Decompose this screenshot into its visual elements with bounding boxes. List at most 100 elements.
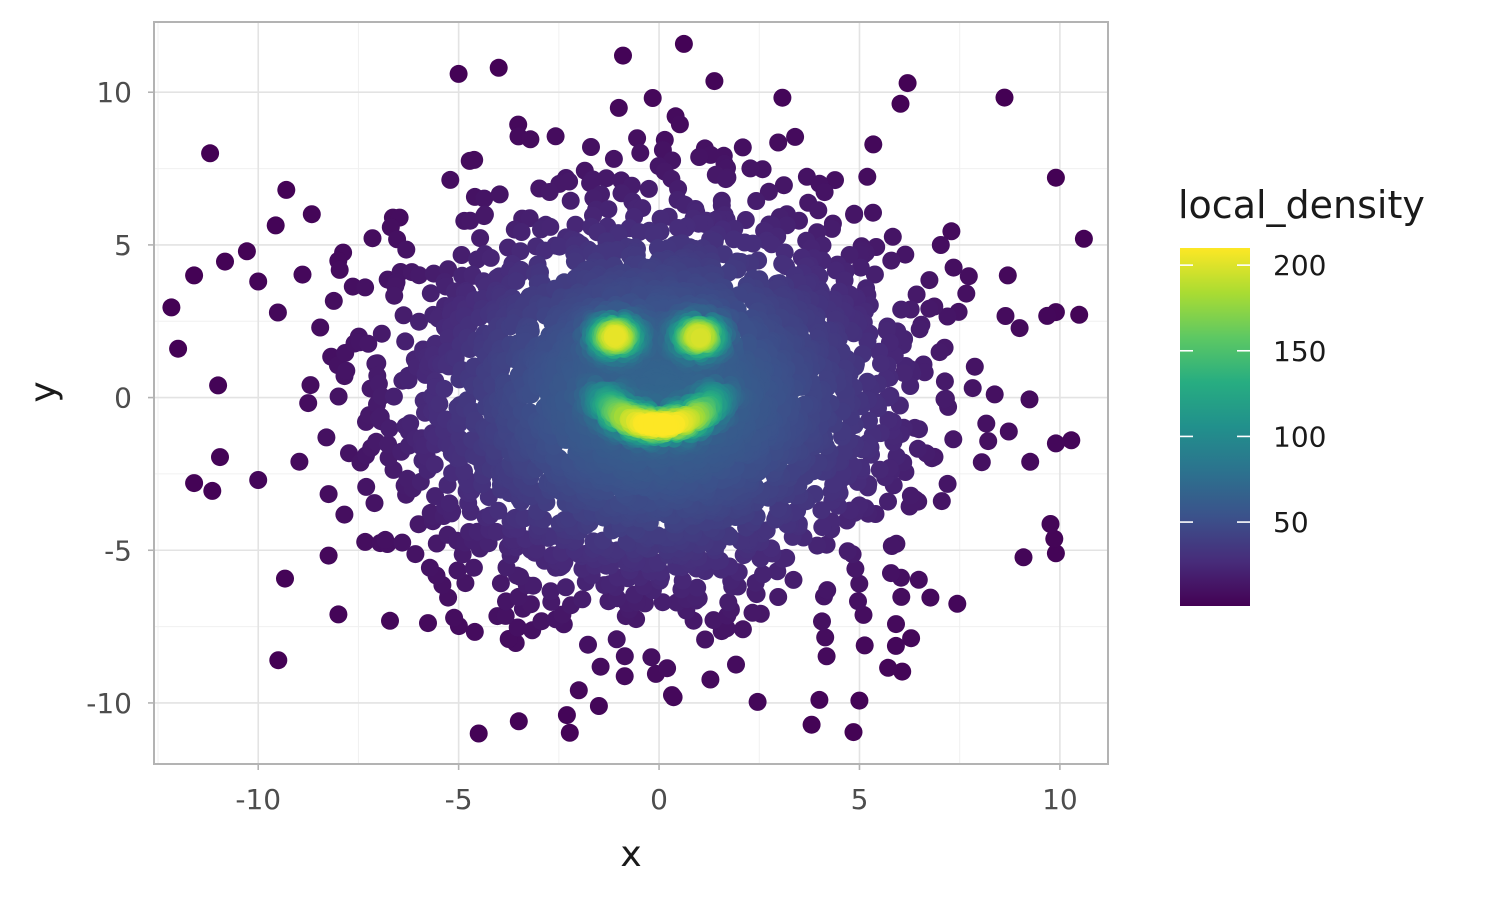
data-point (365, 494, 384, 513)
data-point (898, 74, 917, 93)
data-point (651, 209, 670, 228)
data-point (524, 576, 543, 595)
data-point (882, 251, 901, 270)
data-point (935, 372, 954, 391)
data-point (817, 647, 836, 666)
data-point (1021, 452, 1040, 471)
data-point (393, 533, 412, 552)
data-point (511, 567, 530, 586)
data-point (759, 182, 778, 201)
y-tick-label: 0 (114, 382, 132, 415)
data-point (445, 608, 464, 627)
data-point (963, 379, 982, 398)
data-point (409, 515, 428, 534)
data-point (892, 587, 911, 606)
data-point (849, 592, 867, 611)
data-point (465, 150, 484, 169)
data-point (938, 474, 957, 493)
data-point (965, 357, 984, 376)
data-point (639, 179, 658, 198)
data-point (550, 237, 569, 256)
data-point (1046, 544, 1065, 563)
data-point (582, 138, 600, 156)
data-point (865, 265, 884, 284)
data-point (507, 272, 526, 290)
x-tick-label: -5 (445, 783, 473, 816)
data-point (384, 387, 403, 406)
data-point (864, 203, 882, 222)
data-point (449, 64, 468, 83)
data-point (201, 144, 220, 163)
y-axis-ticks: -10 -5 0 5 10 (86, 76, 154, 720)
data-point (696, 630, 715, 649)
data-point (882, 564, 900, 583)
data-point (999, 422, 1018, 441)
data-point (319, 485, 338, 504)
data-point (754, 565, 772, 584)
x-tick-label: 5 (851, 783, 869, 816)
data-point (972, 453, 991, 472)
data-point (527, 540, 546, 559)
data-point (1041, 515, 1060, 533)
data-point (381, 611, 399, 630)
data-point (887, 615, 905, 634)
data-point (540, 183, 559, 201)
data-point (938, 307, 957, 326)
legend-tick-label: 150 (1273, 335, 1326, 368)
data-point (979, 432, 998, 451)
data-point (774, 176, 793, 195)
data-point (268, 303, 287, 322)
x-tick-label: 0 (650, 783, 668, 816)
data-point (858, 167, 877, 186)
data-point (609, 98, 628, 117)
data-point (471, 229, 490, 248)
data-point (605, 242, 624, 261)
data-point (614, 46, 632, 65)
data-point (269, 651, 288, 670)
x-tick-label: -10 (235, 783, 281, 816)
data-point (813, 612, 831, 631)
data-point (864, 135, 883, 154)
data-point (944, 430, 963, 449)
data-point (430, 394, 449, 413)
data-point (469, 724, 488, 743)
data-point (948, 594, 967, 613)
data-point (823, 219, 841, 238)
data-point (521, 130, 540, 149)
data-point (642, 648, 661, 667)
data-point (769, 133, 788, 152)
data-point (812, 501, 831, 520)
data-point (717, 619, 736, 638)
data-point (359, 334, 378, 353)
data-point (237, 242, 256, 261)
data-point (1020, 390, 1039, 409)
data-point (401, 414, 420, 433)
data-point (337, 361, 356, 380)
data-point (872, 354, 890, 373)
data-point (276, 569, 294, 588)
data-point (560, 723, 579, 742)
data-point (909, 570, 928, 589)
data-point (850, 574, 869, 593)
data-point (1046, 434, 1065, 453)
data-point (813, 518, 832, 537)
data-point (1074, 229, 1093, 248)
data-point (870, 460, 889, 479)
data-point (604, 149, 623, 168)
data-point (560, 172, 579, 191)
data-point (410, 266, 429, 285)
data-point (809, 201, 828, 220)
data-point (541, 217, 560, 236)
data-point (376, 530, 395, 549)
data-point (249, 471, 268, 489)
data-point (892, 300, 911, 319)
data-point (589, 697, 608, 715)
data-point (910, 320, 929, 339)
data-point (573, 590, 592, 609)
data-point (441, 170, 460, 189)
data-point (957, 284, 976, 303)
data-point (302, 205, 321, 224)
data-point (815, 183, 834, 202)
data-point (840, 246, 859, 264)
data-point (858, 372, 877, 391)
